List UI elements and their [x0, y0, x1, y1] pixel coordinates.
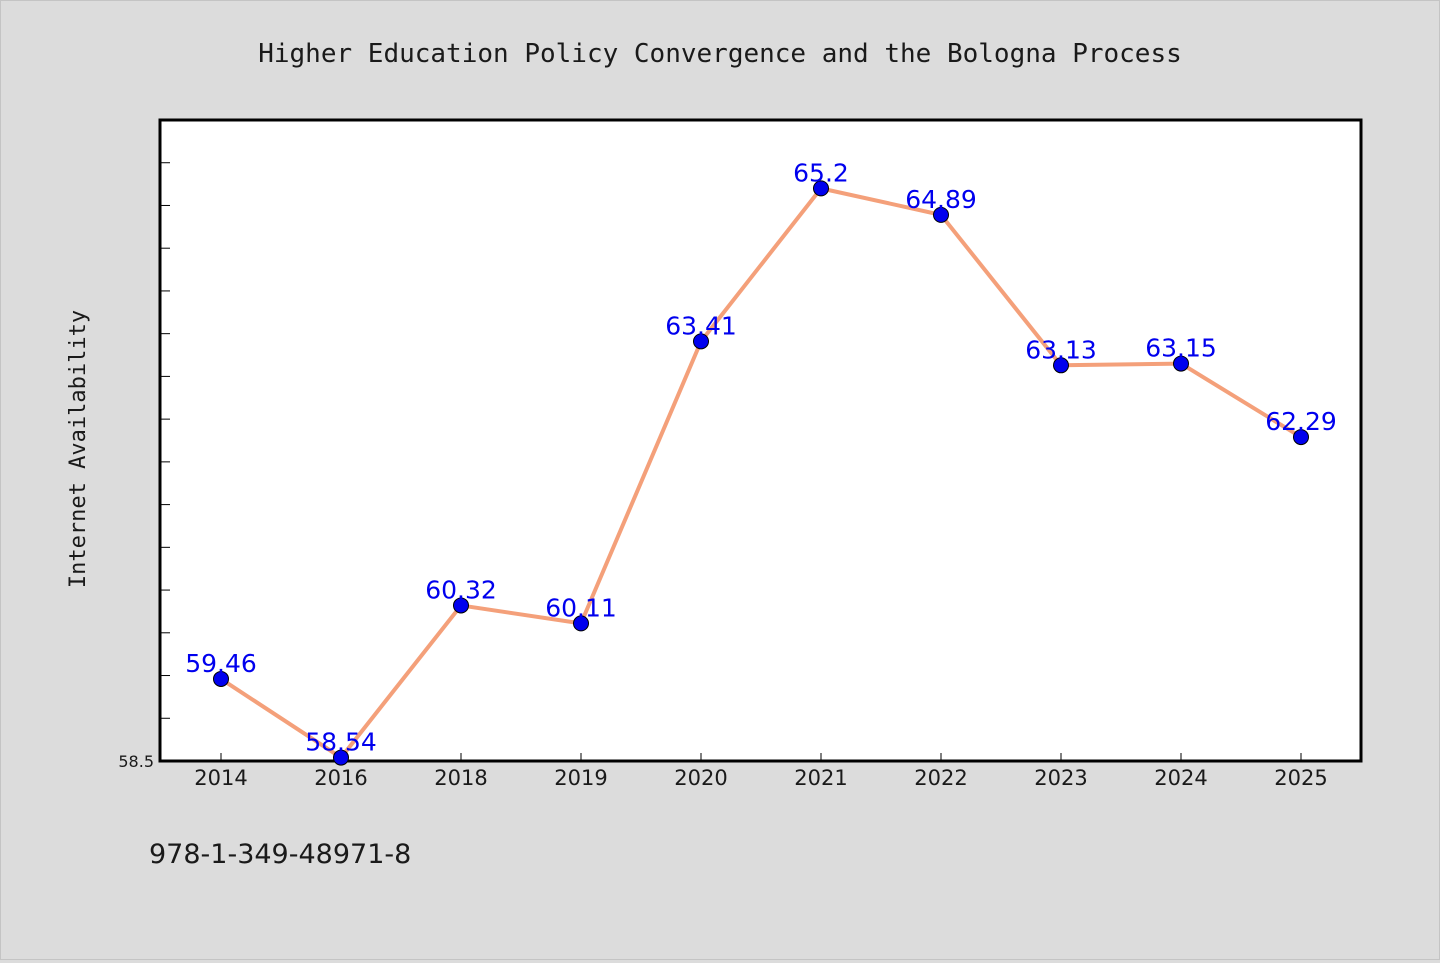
x-tick-label: 2014 — [194, 766, 247, 790]
x-tick-label: 2016 — [314, 766, 367, 790]
y-tick-label: 58.5 — [118, 752, 154, 771]
data-label: 59.46 — [185, 649, 257, 678]
data-point — [333, 749, 349, 766]
data-label: 64.89 — [905, 185, 977, 214]
data-point — [573, 615, 589, 632]
series-line-group — [219, 186, 1303, 760]
x-tick-label: 2024 — [1154, 766, 1207, 790]
data-label: 65.2 — [793, 158, 849, 187]
data-label: 63.15 — [1145, 334, 1217, 363]
x-axis: 2014 2016 2018 2019 2020 2021 2022 2023 2024 2025 — [194, 753, 1328, 790]
data-label: 63.41 — [665, 311, 737, 340]
x-tick-label: 2021 — [794, 766, 847, 790]
data-points — [213, 180, 1309, 766]
data-point — [1053, 357, 1069, 374]
y-axis-ticks — [160, 162, 170, 762]
series-line — [219, 186, 1303, 760]
x-tick-label: 2018 — [434, 766, 487, 790]
data-point — [213, 670, 229, 687]
x-tick-label: 2023 — [1034, 766, 1087, 790]
data-label: 60.11 — [545, 593, 617, 622]
data-label: 60.32 — [425, 575, 497, 604]
chart-title: Higher Education Policy Convergence and … — [258, 39, 1182, 69]
data-point — [1293, 429, 1309, 446]
data-label: 62.29 — [1265, 407, 1337, 436]
x-tick-label: 2019 — [554, 766, 607, 790]
x-tick-label: 2025 — [1274, 766, 1327, 790]
data-point — [1173, 355, 1189, 372]
isbn-text: 978-1-349-48971-8 — [149, 839, 411, 870]
x-tick-label: 2022 — [914, 766, 967, 790]
data-point — [693, 333, 709, 350]
plot-area — [158, 118, 1363, 763]
x-tick-label: 2020 — [674, 766, 727, 790]
data-point — [813, 180, 829, 197]
data-point — [933, 206, 949, 223]
data-label: 58.54 — [305, 728, 377, 757]
data-labels: 59.46 58.54 60.32 60.11 63.41 65.2 64.89 63.13 6… — [185, 158, 1337, 756]
data-point — [453, 597, 469, 614]
data-label: 63.13 — [1025, 335, 1097, 364]
y-axis-label: Internet Availability — [66, 310, 91, 588]
